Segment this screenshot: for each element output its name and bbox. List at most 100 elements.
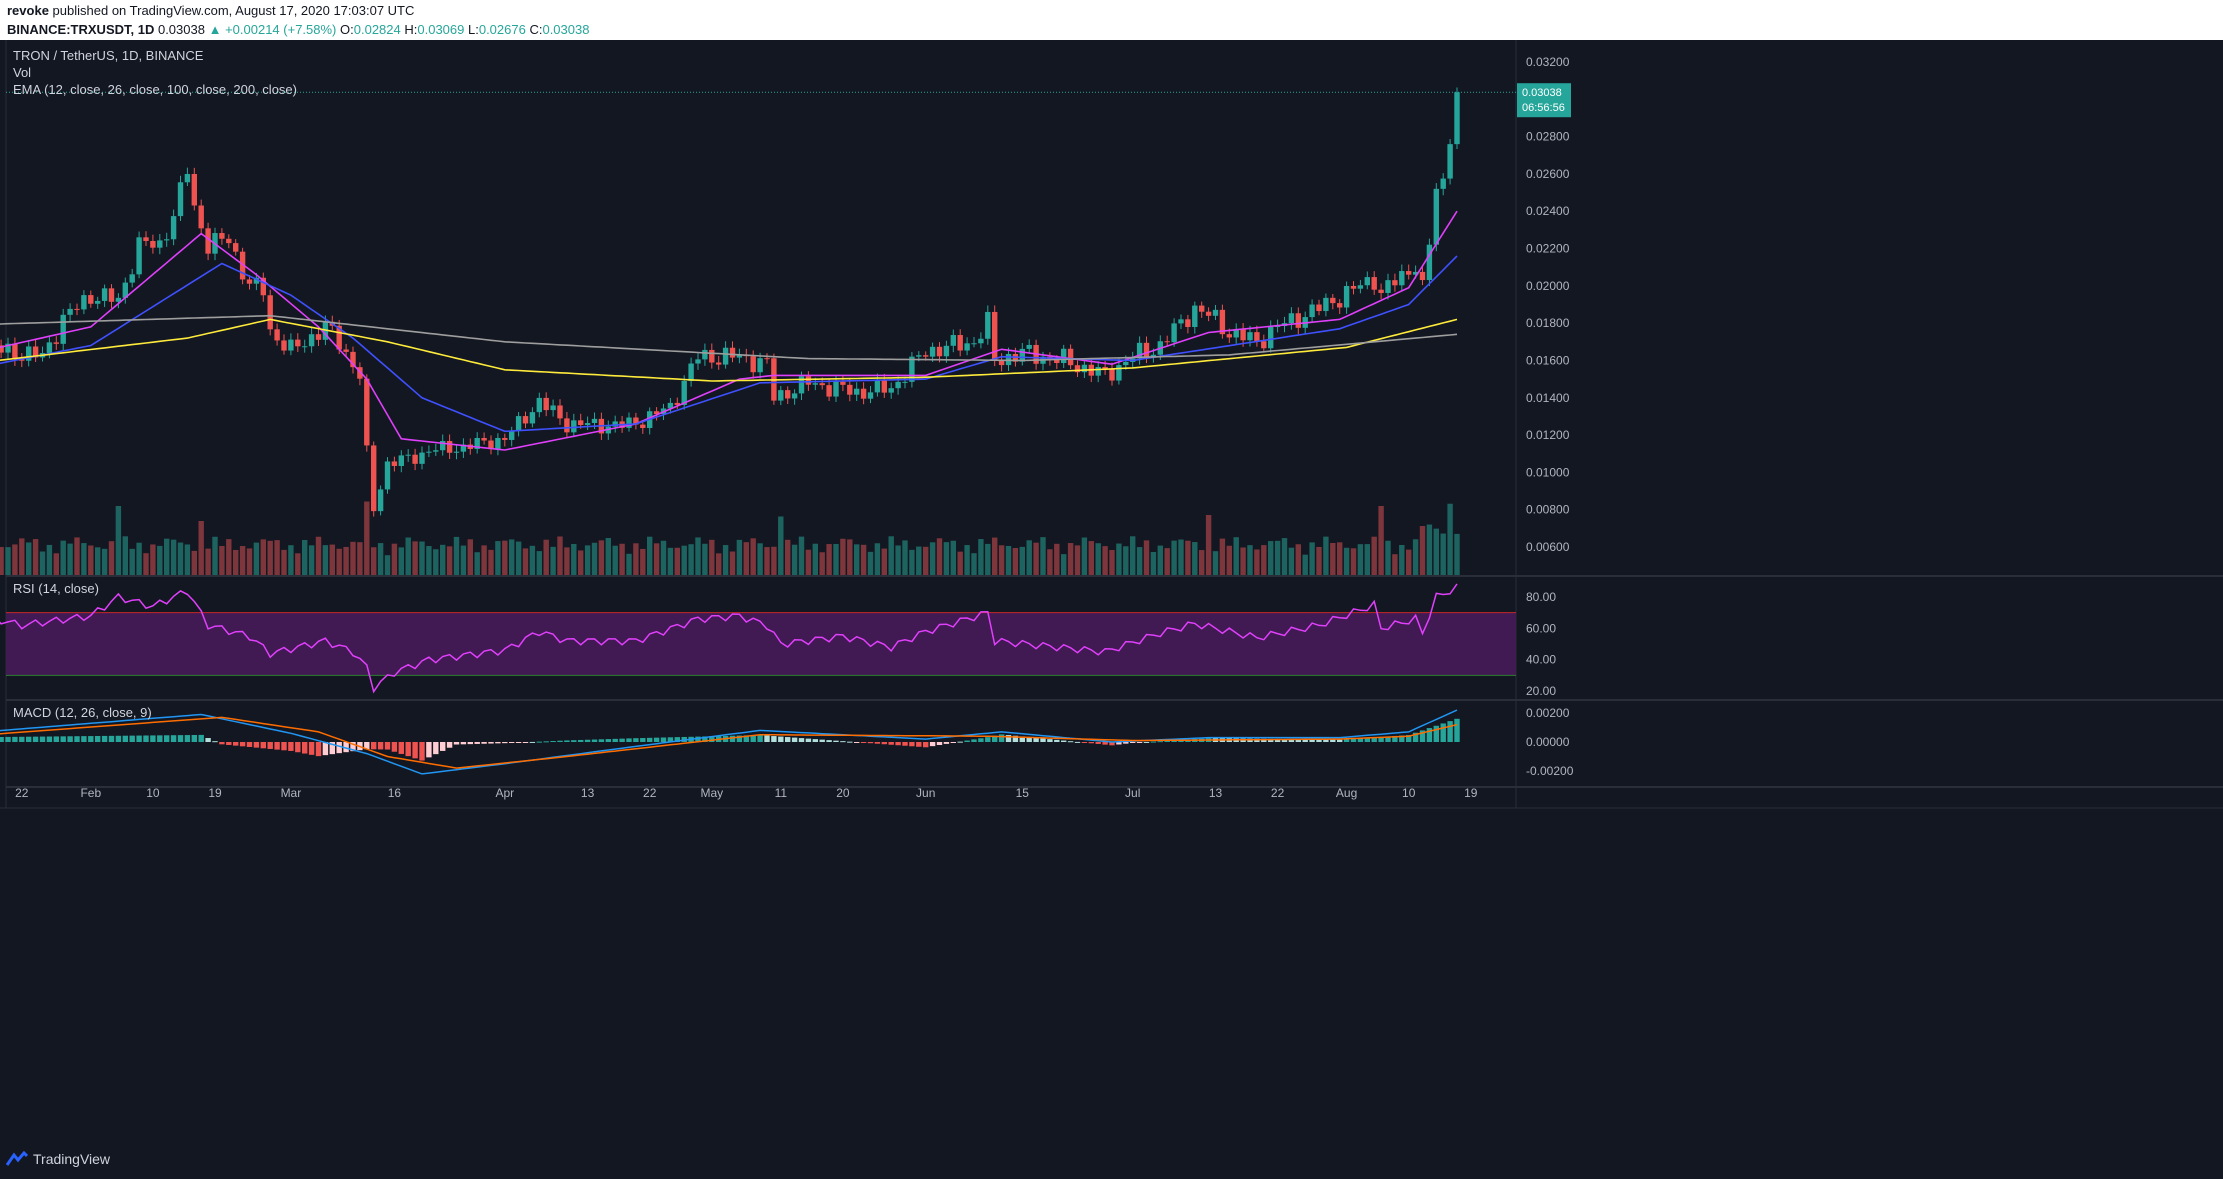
candle-body[interactable]: [612, 421, 618, 427]
candle-body[interactable]: [812, 383, 818, 385]
candle-body[interactable]: [177, 182, 184, 217]
candle-body[interactable]: [591, 418, 598, 424]
candle-body[interactable]: [936, 346, 943, 357]
candle-body[interactable]: [26, 346, 32, 361]
candle-body[interactable]: [1164, 341, 1170, 343]
candle-body[interactable]: [1406, 271, 1412, 275]
candle-body[interactable]: [371, 445, 377, 512]
candle-body[interactable]: [0, 345, 4, 353]
candle-body[interactable]: [578, 420, 584, 425]
candle-body[interactable]: [164, 239, 170, 241]
candle-body[interactable]: [667, 402, 674, 409]
candle-body[interactable]: [674, 402, 680, 405]
candle-body[interactable]: [1426, 244, 1433, 281]
candle-body[interactable]: [985, 311, 991, 339]
candle-body[interactable]: [695, 359, 701, 364]
candle-body[interactable]: [302, 346, 308, 348]
candle-body[interactable]: [322, 321, 329, 340]
candle-body[interactable]: [564, 418, 570, 433]
candle-body[interactable]: [46, 342, 53, 354]
candle-body[interactable]: [626, 417, 632, 428]
candle-body[interactable]: [1343, 285, 1350, 308]
candle-body[interactable]: [233, 243, 239, 252]
candle-body[interactable]: [1219, 309, 1226, 335]
candle-body[interactable]: [129, 274, 135, 283]
candle-body[interactable]: [122, 282, 128, 298]
candle-body[interactable]: [115, 297, 122, 302]
candle-body[interactable]: [101, 288, 108, 301]
candle-body[interactable]: [274, 329, 280, 341]
candle-body[interactable]: [653, 411, 660, 415]
candle-body[interactable]: [529, 412, 536, 424]
candle-body[interactable]: [1061, 348, 1067, 364]
candle-body[interactable]: [764, 358, 770, 360]
candle-body[interactable]: [929, 346, 936, 357]
candle-body[interactable]: [453, 451, 460, 453]
candle-body[interactable]: [1440, 178, 1446, 189]
candle-body[interactable]: [88, 295, 94, 304]
tradingview-logo-icon[interactable]: [6, 1151, 28, 1167]
candle-body[interactable]: [881, 379, 887, 393]
candle-body[interactable]: [481, 438, 487, 441]
candle-body[interactable]: [1123, 361, 1129, 366]
publisher-name[interactable]: revoke: [7, 3, 49, 18]
candle-body[interactable]: [60, 314, 66, 344]
candle-body[interactable]: [419, 452, 425, 464]
candle-body[interactable]: [488, 440, 494, 450]
candle-body[interactable]: [867, 392, 874, 399]
candle-body[interactable]: [1067, 348, 1074, 366]
candle-body[interactable]: [840, 381, 846, 385]
candle-body[interactable]: [184, 173, 191, 183]
candle-body[interactable]: [923, 355, 929, 357]
candle-body[interactable]: [509, 430, 515, 440]
candle-body[interactable]: [1399, 271, 1405, 286]
candle-body[interactable]: [440, 440, 446, 451]
candle-body[interactable]: [1102, 367, 1108, 369]
candle-body[interactable]: [253, 277, 260, 284]
candle-body[interactable]: [722, 347, 729, 365]
candle-body[interactable]: [1350, 285, 1357, 289]
candle-body[interactable]: [557, 405, 563, 419]
tradingview-brand[interactable]: TradingView: [33, 1151, 111, 1167]
candle-body[interactable]: [716, 362, 722, 365]
candle-body[interactable]: [1295, 313, 1301, 328]
candle-body[interactable]: [412, 454, 418, 464]
candle-body[interactable]: [640, 424, 646, 428]
candle-body[interactable]: [1378, 289, 1384, 293]
candle-body[interactable]: [81, 295, 87, 310]
candle-body[interactable]: [543, 397, 549, 411]
candle-body[interactable]: [495, 437, 501, 450]
candle-body[interactable]: [150, 240, 156, 248]
candle-body[interactable]: [805, 376, 812, 385]
candle-body[interactable]: [1330, 297, 1336, 304]
candle-body[interactable]: [364, 378, 370, 446]
candle-body[interactable]: [95, 300, 101, 304]
candle-body[interactable]: [67, 308, 73, 315]
candle-body[interactable]: [798, 376, 805, 394]
candle-body[interactable]: [1288, 313, 1295, 324]
candle-body[interactable]: [32, 346, 39, 358]
candle-body[interactable]: [584, 423, 591, 425]
candle-body[interactable]: [226, 238, 232, 244]
candle-body[interactable]: [267, 295, 273, 330]
candle-body[interactable]: [1268, 326, 1274, 349]
candle-body[interactable]: [571, 420, 577, 433]
candle-body[interactable]: [288, 339, 294, 351]
candle-body[interactable]: [1433, 188, 1439, 245]
candle-body[interactable]: [819, 383, 825, 386]
candle-body[interactable]: [1226, 334, 1232, 338]
candle-body[interactable]: [260, 277, 266, 296]
candle-body[interactable]: [136, 237, 142, 275]
candle-body[interactable]: [1357, 285, 1364, 289]
candle-body[interactable]: [1074, 365, 1081, 373]
candle-body[interactable]: [888, 388, 894, 393]
candle-body[interactable]: [1419, 271, 1426, 281]
candle-body[interactable]: [854, 388, 860, 395]
candle-body[interactable]: [860, 388, 867, 399]
candle-body[interactable]: [992, 311, 998, 360]
candle-body[interactable]: [902, 381, 908, 383]
candle-body[interactable]: [874, 379, 881, 393]
candle-body[interactable]: [1143, 342, 1150, 357]
candle-body[interactable]: [688, 363, 694, 381]
trading-chart[interactable]: 0.032000.030000.028000.026000.024000.022…: [0, 40, 2223, 1140]
